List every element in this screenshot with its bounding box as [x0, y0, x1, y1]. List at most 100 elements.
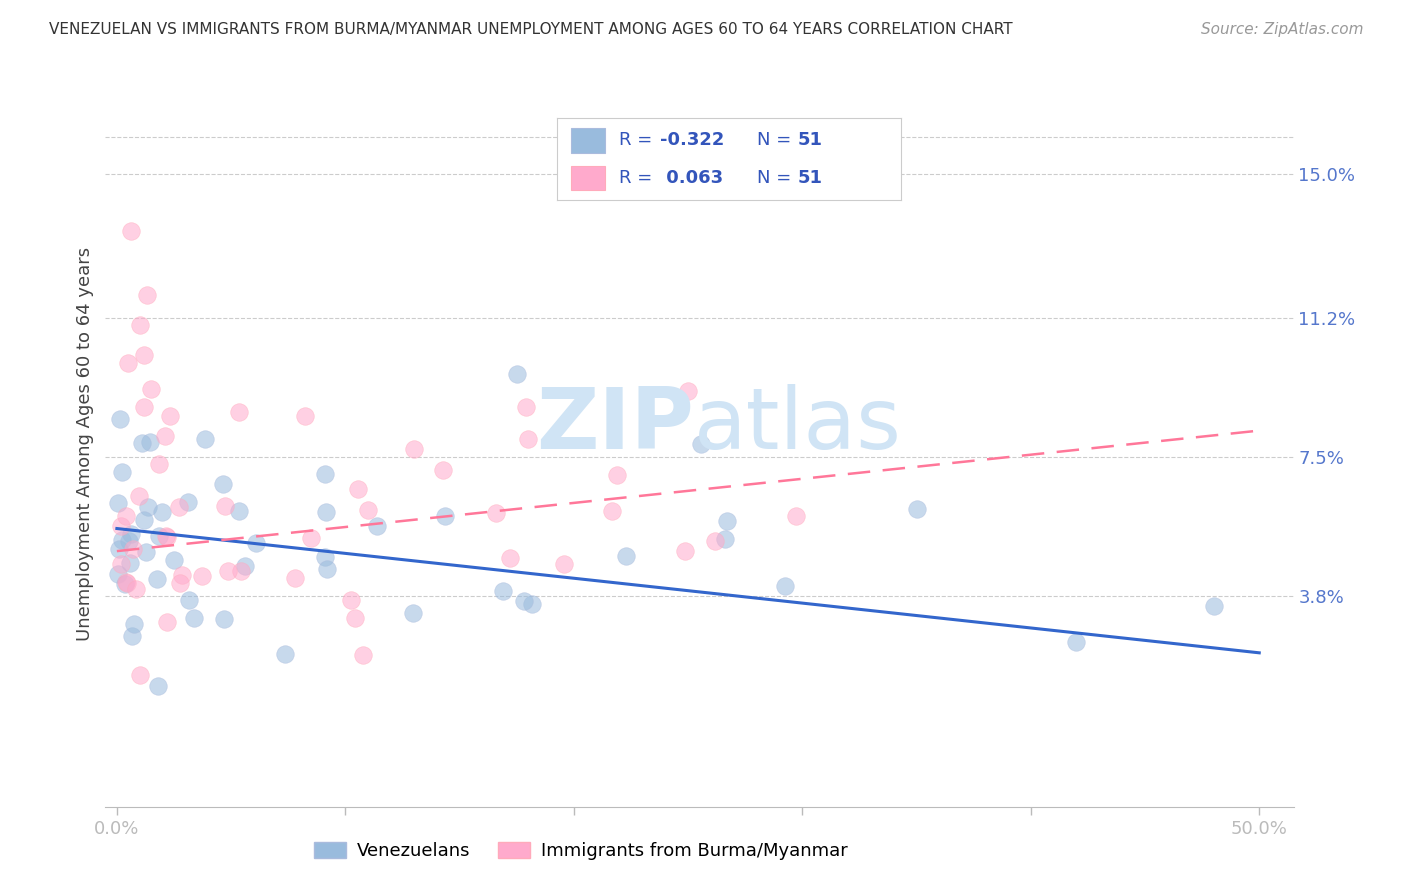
Point — [122, 616, 145, 631]
Point — [676, 384, 699, 398]
Point — [432, 463, 454, 477]
Point — [245, 536, 267, 550]
Point — [703, 534, 725, 549]
Point — [402, 607, 425, 621]
Point — [148, 529, 170, 543]
Point — [128, 489, 150, 503]
Point — [114, 577, 136, 591]
Point — [714, 532, 737, 546]
Point — [114, 509, 136, 524]
Text: VENEZUELAN VS IMMIGRANTS FROM BURMA/MYANMAR UNEMPLOYMENT AMONG AGES 60 TO 64 YEA: VENEZUELAN VS IMMIGRANTS FROM BURMA/MYAN… — [49, 22, 1012, 37]
Text: 51: 51 — [799, 131, 823, 149]
Point — [600, 504, 623, 518]
Point — [513, 594, 536, 608]
Point — [785, 508, 807, 523]
Point — [553, 557, 575, 571]
Text: Source: ZipAtlas.com: Source: ZipAtlas.com — [1201, 22, 1364, 37]
Point — [148, 458, 170, 472]
Point — [159, 409, 181, 423]
Point — [156, 530, 179, 544]
Point — [228, 504, 250, 518]
Point — [114, 574, 136, 589]
Point — [434, 508, 457, 523]
Point — [169, 576, 191, 591]
Point — [314, 550, 336, 565]
Point — [125, 582, 148, 597]
Point — [190, 569, 212, 583]
Point — [357, 503, 380, 517]
Point — [229, 564, 252, 578]
Point — [315, 505, 337, 519]
Point — [515, 401, 537, 415]
Point — [340, 592, 363, 607]
Point — [214, 499, 236, 513]
Point — [117, 356, 139, 370]
Point — [107, 496, 129, 510]
Point — [128, 318, 150, 332]
Text: -0.322: -0.322 — [661, 131, 724, 149]
Point — [146, 679, 169, 693]
Point — [110, 558, 132, 572]
Point — [284, 571, 307, 585]
Point — [172, 568, 194, 582]
Point — [316, 562, 339, 576]
Point — [299, 531, 322, 545]
Point — [492, 584, 515, 599]
Point — [233, 558, 256, 573]
Text: 0.063: 0.063 — [661, 169, 723, 186]
Point — [120, 224, 142, 238]
Point — [314, 467, 336, 482]
Point — [120, 557, 142, 571]
Point — [177, 495, 200, 509]
Point — [117, 534, 139, 549]
Legend: Venezuelans, Immigrants from Burma/Myanmar: Venezuelans, Immigrants from Burma/Myanm… — [307, 835, 855, 867]
Point — [134, 348, 156, 362]
Text: N =: N = — [756, 131, 797, 149]
Point — [108, 412, 131, 426]
Text: R =: R = — [619, 131, 658, 149]
Point — [520, 597, 543, 611]
Text: R =: R = — [619, 169, 658, 186]
Point — [110, 519, 132, 533]
Point — [343, 611, 366, 625]
Point — [132, 512, 155, 526]
Point — [121, 629, 143, 643]
Point — [138, 500, 160, 514]
Text: N =: N = — [756, 169, 797, 186]
Point — [131, 435, 153, 450]
Point — [274, 648, 297, 662]
Point — [614, 549, 637, 563]
Point — [117, 576, 139, 591]
Point — [138, 435, 160, 450]
Point — [347, 483, 370, 497]
Point — [153, 429, 176, 443]
Point — [517, 433, 540, 447]
Point — [402, 442, 425, 457]
Point — [294, 409, 316, 423]
Point — [366, 519, 388, 533]
Point — [155, 529, 177, 543]
Point — [155, 615, 177, 629]
Point — [716, 514, 738, 528]
Point — [111, 465, 134, 479]
FancyBboxPatch shape — [571, 128, 605, 153]
Point — [145, 572, 167, 586]
Point — [141, 382, 163, 396]
Point — [217, 565, 239, 579]
Point — [162, 552, 184, 566]
Point — [128, 667, 150, 681]
Point — [179, 593, 201, 607]
Point — [1066, 635, 1088, 649]
Text: ZIP: ZIP — [536, 384, 693, 467]
Point — [121, 541, 143, 556]
Text: 51: 51 — [799, 169, 823, 186]
Point — [194, 432, 217, 446]
FancyBboxPatch shape — [571, 166, 605, 190]
Point — [673, 544, 696, 558]
Point — [690, 437, 713, 451]
Point — [211, 476, 233, 491]
Point — [228, 405, 250, 419]
Point — [120, 526, 142, 541]
Point — [183, 611, 205, 625]
Point — [1202, 599, 1225, 614]
